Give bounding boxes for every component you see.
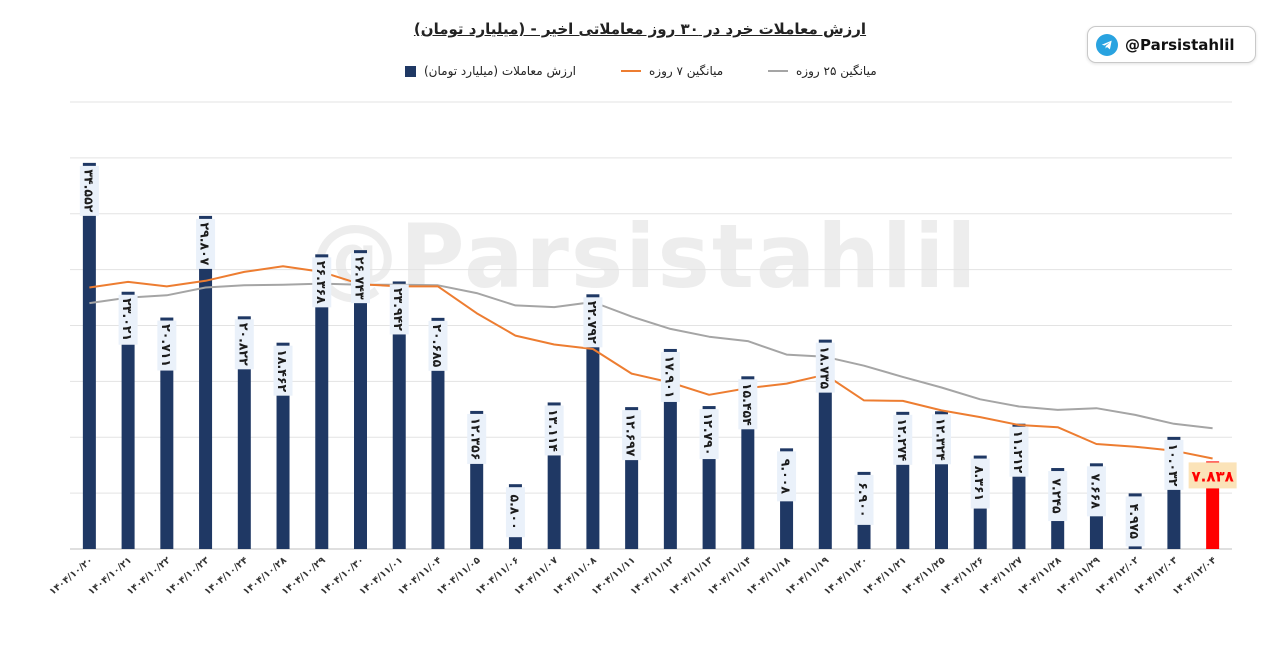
data-label: ۲۰.۷۱۱ [157,320,177,371]
svg-text:۲۰.۸۲۲: ۲۰.۸۲۲ [236,323,251,366]
svg-text:۲۹.۸۰۷: ۲۹.۸۰۷ [198,222,213,265]
data-label: ۱۳.۱۱۴ [544,405,564,456]
svg-text:۲۳.۰۲۱: ۲۳.۰۲۱ [120,298,135,341]
legend-label-bars: ارزش معاملات (میلیارد تومان) [424,64,577,78]
data-label: ۹.۰۰۸ [777,451,797,502]
svg-text:۹.۰۰۸: ۹.۰۰۸ [779,459,794,495]
bar [199,215,213,549]
legend-item-bars: ارزش معاملات (میلیارد تومان) [405,64,576,78]
legend-swatch-ma25 [768,70,788,72]
data-label: ۲۳.۹۴۲ [389,284,409,335]
channel-handle: @Parsistahlil [1125,35,1235,54]
data-label: ۲۲.۷۹۲ [583,297,603,348]
svg-text:۲۲.۷۹۲: ۲۲.۷۹۲ [585,301,600,344]
data-label: ۲۶.۳۶۸ [312,257,332,308]
svg-text:۱۸.۴۶۲: ۱۸.۴۶۲ [275,349,290,392]
svg-text:۷.۶۶۸: ۷.۶۶۸ [1088,474,1103,510]
data-label: ۱۲.۶۹۷ [622,410,642,461]
data-label: ۲۳.۰۲۱ [118,294,138,345]
channel-badge[interactable]: @Parsistahlil [1087,26,1256,63]
svg-text:۱۸.۷۳۵: ۱۸.۷۳۵ [817,346,832,389]
data-label: ۵.۸۰۰ [505,487,525,538]
svg-text:۱۲.۷۹۰: ۱۲.۷۹۰ [701,413,716,456]
chart-title: ارزش معاملات خرد در ۳۰ روز معاملاتی اخیر… [413,20,867,38]
data-label: ۲۶.۷۴۳ [351,253,370,304]
bar [354,250,367,549]
bar [586,294,600,549]
data-label: ۳۴.۵۵۲ [79,165,99,216]
svg-text:۷.۸۳۸: ۷.۸۳۸ [1191,467,1233,485]
legend-item-ma7: میانگین ۷ روزه [621,64,723,78]
svg-text:۱۱.۲۱۲: ۱۱.۲۱۲ [1011,430,1026,473]
svg-text:۶.۹۰۰: ۶.۹۰۰ [856,482,871,517]
svg-text:۴.۹۷۵: ۴.۹۷۵ [1127,504,1142,540]
svg-text:۱۰.۰۳۲: ۱۰.۰۳۲ [1166,443,1181,486]
bar [237,316,251,549]
legend-item-ma25: میانگین ۲۵ روزه [768,64,877,78]
svg-text:۲۰.۷۱۱: ۲۰.۷۱۱ [159,324,174,367]
data-label: ۱۵.۴۵۴ [738,379,758,430]
bar [392,281,406,549]
svg-text:۱۲.۳۵۶: ۱۲.۳۵۶ [469,417,484,460]
data-label: ۸.۳۶۱ [970,458,990,509]
data-label: ۷.۲۴۵ [1048,471,1068,522]
svg-text:۱۲.۳۲۴: ۱۲.۳۲۴ [934,418,949,461]
data-label: ۱۲.۲۷۴ [893,414,913,465]
data-label: ۷.۸۳۸ [1188,462,1237,489]
data-label: ۲۹.۸۰۷ [196,218,216,269]
svg-text:۷.۲۴۵: ۷.۲۴۵ [1050,478,1065,514]
bar [431,317,445,549]
data-label: ۱۷.۹۰۱ [660,351,680,402]
chart-legend: ارزش معاملات (میلیارد تومان) میانگین ۷ ر… [0,60,1280,86]
legend-swatch-bars [405,65,416,77]
svg-text:۳۴.۵۵۲: ۳۴.۵۵۲ [81,169,96,212]
bar [82,162,96,549]
data-label: ۱۱.۲۱۲ [1009,426,1029,477]
data-label: ۱۲.۳۵۶ [467,413,487,464]
svg-text:۲۰.۶۸۵: ۲۰.۶۸۵ [430,324,445,367]
data-label: ۷.۶۶۸ [1086,466,1106,517]
data-label: ۱۲.۷۹۰ [699,409,719,460]
bar [121,291,135,549]
bar [160,317,174,549]
data-label: ۱۸.۴۶۲ [273,345,293,396]
svg-text:۱۲.۲۷۴: ۱۲.۲۷۴ [895,418,910,461]
data-label: ۶.۹۰۰ [854,474,874,525]
legend-label-ma7: میانگین ۷ روزه [649,64,724,78]
data-label: ۲۰.۸۲۲ [234,319,254,370]
svg-text:۱۲.۶۹۷: ۱۲.۶۹۷ [624,414,639,457]
svg-text:۲۶.۳۶۸: ۲۶.۳۶۸ [314,261,329,304]
data-label: ۱۲.۳۲۴ [932,414,951,465]
bar [315,254,329,550]
svg-text:۲۶.۷۴۳: ۲۶.۷۴۳ [353,257,368,300]
data-label: ۴.۹۷۵ [1125,496,1145,547]
data-label: ۲۰.۶۸۵ [428,320,448,371]
data-label: ۱۸.۷۳۵ [815,342,835,393]
svg-text:۱۵.۴۵۴: ۱۵.۴۵۴ [740,383,755,426]
ma25-line [89,282,1213,430]
svg-text:۱۳.۱۱۴: ۱۳.۱۱۴ [546,409,561,452]
svg-text:۱۷.۹۰۱: ۱۷.۹۰۱ [662,356,677,399]
telegram-icon [1096,33,1118,56]
legend-label-ma25: میانگین ۲۵ روزه [796,64,877,78]
svg-text:۸.۳۶۱: ۸.۳۶۱ [972,466,987,501]
data-label: ۱۰.۰۳۲ [1164,439,1184,490]
ma7-line [89,265,1213,460]
svg-text:۵.۸۰۰: ۵.۸۰۰ [507,495,522,530]
svg-text:۲۳.۹۴۲: ۲۳.۹۴۲ [391,288,406,331]
legend-swatch-ma7 [621,70,641,72]
